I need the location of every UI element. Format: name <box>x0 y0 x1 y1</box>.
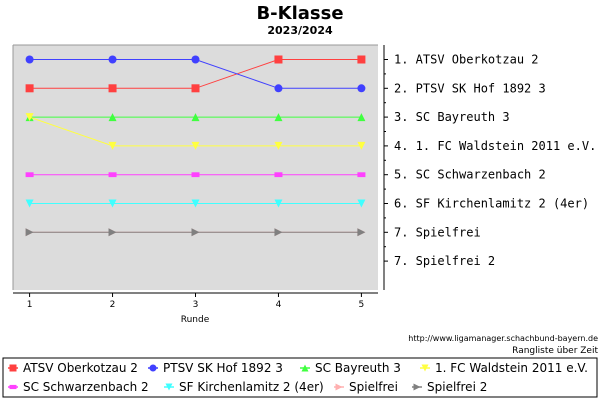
rank-label: 4. 1. FC Waldstein 2011 e.V. <box>394 139 596 153</box>
plot-background <box>13 45 378 290</box>
legend-item: PTSV SK Hof 1892 3 <box>148 361 283 375</box>
legend-swatch-marker <box>9 364 17 372</box>
data-point <box>191 199 200 208</box>
data-point <box>274 113 283 122</box>
rank-label: 7. Spielfrei 2 <box>394 254 495 268</box>
legend-item: 1. FC Waldstein 2011 e.V. <box>420 361 588 375</box>
rank-label: 3. SC Bayreuth 3 <box>394 110 510 124</box>
data-point <box>108 228 117 237</box>
rank-axis: 1. ATSV Oberkotzau 2 2. PTSV SK Hof 1892 … <box>383 45 596 290</box>
legend-item: Spielfrei <box>334 380 398 394</box>
data-point <box>108 84 117 93</box>
data-point <box>357 228 366 237</box>
data-point <box>25 172 34 178</box>
legend-label: SC Schwarzenbach 2 <box>23 380 149 394</box>
legend-swatch-marker <box>9 384 17 390</box>
legend-label: PTSV SK Hof 1892 3 <box>163 361 283 375</box>
chart-title: B-Klasse <box>256 3 343 24</box>
rank-label: 6. SF Kirchenlamitz 2 (4er) <box>394 197 589 211</box>
data-point <box>108 113 117 122</box>
data-point <box>25 199 34 208</box>
data-point <box>108 55 117 64</box>
plot-area <box>12 44 378 290</box>
data-point <box>274 228 283 237</box>
data-point <box>357 55 366 64</box>
rank-label: 2. PTSV SK Hof 1892 3 <box>394 81 546 95</box>
x-tick-label: 5 <box>359 300 365 310</box>
data-point <box>274 141 283 150</box>
legend-item: SC Bayreuth 3 <box>300 361 401 375</box>
x-tick-label: 2 <box>110 300 116 310</box>
chart-subtitle: 2023/2024 <box>267 24 333 37</box>
data-point <box>108 172 117 178</box>
legend-swatch-marker <box>335 383 343 391</box>
legend-swatch-marker <box>149 364 157 372</box>
series-1 <box>25 55 366 93</box>
legend-label: 1. FC Waldstein 2011 e.V. <box>435 361 588 375</box>
data-point <box>357 113 366 122</box>
data-point <box>108 199 117 208</box>
x-tick-label: 3 <box>193 300 199 310</box>
data-point <box>191 228 200 237</box>
data-point <box>191 55 200 64</box>
data-point <box>357 84 366 93</box>
rank-label: 7. Spielfrei <box>394 225 481 239</box>
legend-label: Spielfrei 2 <box>427 380 487 394</box>
data-point <box>25 55 34 64</box>
legend-item: SC Schwarzenbach 2 <box>8 380 149 394</box>
rank-label: 1. ATSV Oberkotzau 2 <box>394 53 539 67</box>
x-tick-label: 4 <box>276 300 282 310</box>
data-point <box>357 199 366 208</box>
data-point <box>357 172 366 178</box>
data-point <box>25 84 34 93</box>
x-axis: 1 2 3 4 5 <box>13 292 378 310</box>
source-url: http://www.ligamanager.schachbund-bayern… <box>408 334 598 343</box>
x-axis-label: Runde <box>181 315 210 325</box>
series-5 <box>25 172 366 178</box>
legend-box <box>2 357 598 398</box>
legend-label: Spielfrei <box>349 380 398 394</box>
legend: ATSV Oberkotzau 2 PTSV SK Hof 1892 3 SC Ba… <box>2 357 598 398</box>
series-6 <box>25 199 366 208</box>
legend-swatch-marker <box>413 383 421 391</box>
series-3 <box>25 113 366 122</box>
data-point <box>191 113 200 122</box>
legend-item: ATSV Oberkotzau 2 <box>8 361 138 375</box>
data-point <box>274 199 283 208</box>
legend-swatch-marker <box>165 383 173 391</box>
data-point <box>274 55 283 64</box>
series-2 <box>25 55 366 93</box>
legend-swatch-marker <box>301 364 309 372</box>
chart-note: Rangliste über Zeit <box>512 346 598 356</box>
data-point <box>357 141 366 150</box>
data-point <box>191 141 200 150</box>
legend-item: SF Kirchenlamitz 2 (4er) <box>164 380 324 394</box>
legend-label: SF Kirchenlamitz 2 (4er) <box>179 380 324 394</box>
data-point <box>191 172 200 178</box>
data-point <box>108 141 117 150</box>
rank-label: 5. SC Schwarzenbach 2 <box>394 168 546 182</box>
series-layer <box>25 55 366 237</box>
data-point <box>191 84 200 93</box>
legend-label: ATSV Oberkotzau 2 <box>23 361 138 375</box>
legend-item: Spielfrei 2 <box>412 380 487 394</box>
data-point <box>25 228 34 237</box>
data-point <box>274 84 283 93</box>
x-tick-label: 1 <box>27 300 33 310</box>
series-8 <box>25 228 366 237</box>
plot-border <box>12 44 378 290</box>
series-4 <box>25 113 366 150</box>
legend-label: SC Bayreuth 3 <box>315 361 401 375</box>
data-point <box>274 172 283 178</box>
data-point <box>25 113 34 122</box>
legend-swatch-marker <box>421 364 429 372</box>
